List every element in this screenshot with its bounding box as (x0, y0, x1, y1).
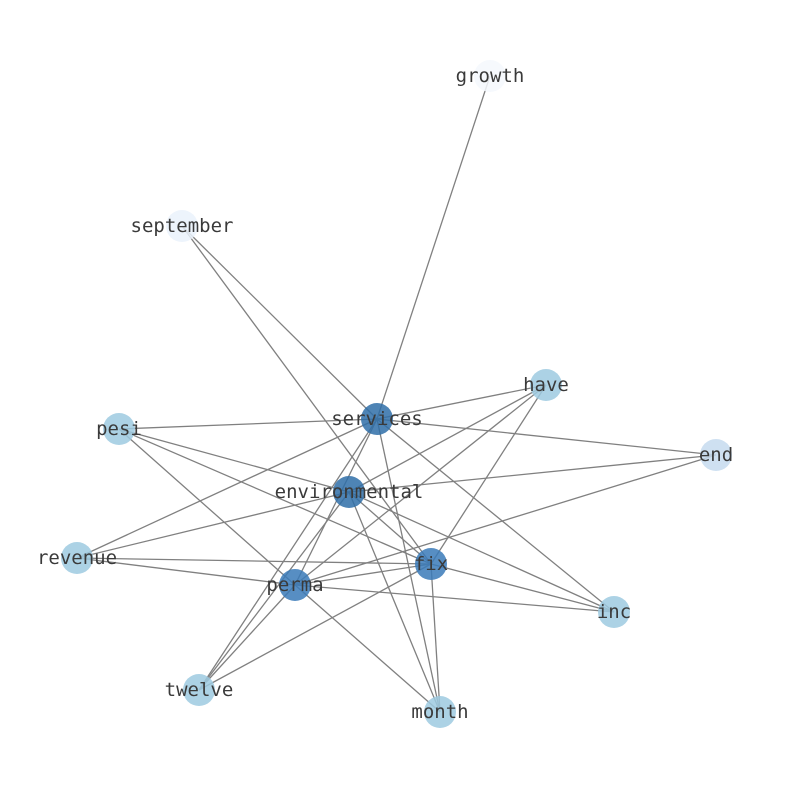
node-label-fix: fix (414, 553, 448, 575)
edge-pesi-perma (118, 428, 296, 586)
edge-have-environmental (348, 384, 547, 493)
edge-perma-month (294, 584, 441, 713)
node-label-end: end (699, 444, 733, 466)
edge-have-fix (430, 384, 547, 565)
node-label-revenue: revenue (37, 547, 117, 569)
node-label-twelve: twelve (165, 679, 234, 701)
node-pesi (103, 413, 135, 445)
edge-services-inc (376, 418, 615, 613)
edge-fix-inc (430, 563, 615, 613)
node-label-inc: inc (597, 601, 631, 623)
edge-end-environmental (348, 454, 717, 493)
edge-september-fix (181, 225, 432, 565)
edge-growth-services (376, 75, 491, 420)
node-label-month: month (411, 701, 468, 723)
edge-revenue-fix (76, 557, 432, 565)
edge-fix-perma (294, 563, 432, 586)
graph-nodes (61, 60, 732, 728)
node-services (361, 403, 393, 435)
edge-services-perma (294, 418, 378, 586)
edge-september-services (181, 225, 378, 420)
node-have (530, 369, 562, 401)
edge-environmental-month (348, 491, 441, 713)
edge-revenue-environmental (76, 491, 350, 559)
node-revenue (61, 542, 93, 574)
graph-labels: growth september have services pesi end enviro… (37, 65, 733, 723)
edge-perma-inc (294, 584, 615, 613)
node-september (166, 210, 198, 242)
node-label-have: have (523, 374, 569, 396)
edge-services-have (376, 384, 547, 420)
edge-perma-twelve (198, 584, 296, 691)
node-twelve (183, 674, 215, 706)
edge-services-revenue (76, 418, 378, 559)
node-fix (415, 548, 447, 580)
node-inc (598, 596, 630, 628)
node-label-services: services (331, 408, 423, 430)
node-label-growth: growth (456, 65, 525, 87)
edge-environmental-inc (348, 491, 615, 613)
edge-revenue-perma (76, 557, 296, 586)
node-end (700, 439, 732, 471)
edge-end-perma (294, 454, 717, 586)
node-environmental (333, 476, 365, 508)
node-label-environmental: environmental (275, 481, 424, 503)
edge-services-pesi (118, 418, 378, 430)
node-label-pesi: pesi (96, 418, 142, 440)
graph-edges (76, 75, 717, 713)
node-growth (474, 60, 506, 92)
node-label-september: september (131, 215, 234, 237)
node-label-perma: perma (266, 574, 323, 596)
node-perma (279, 569, 311, 601)
edge-pesi-environmental (118, 428, 350, 493)
edge-environmental-fix (348, 491, 432, 565)
edge-environmental-twelve (198, 491, 350, 691)
edge-fix-month (430, 563, 441, 713)
node-month (424, 696, 456, 728)
edge-fix-twelve (198, 563, 432, 691)
edge-services-end (376, 418, 717, 456)
edge-services-twelve (198, 418, 378, 691)
edge-services-month (376, 418, 441, 713)
edge-pesi-fix (118, 428, 432, 565)
